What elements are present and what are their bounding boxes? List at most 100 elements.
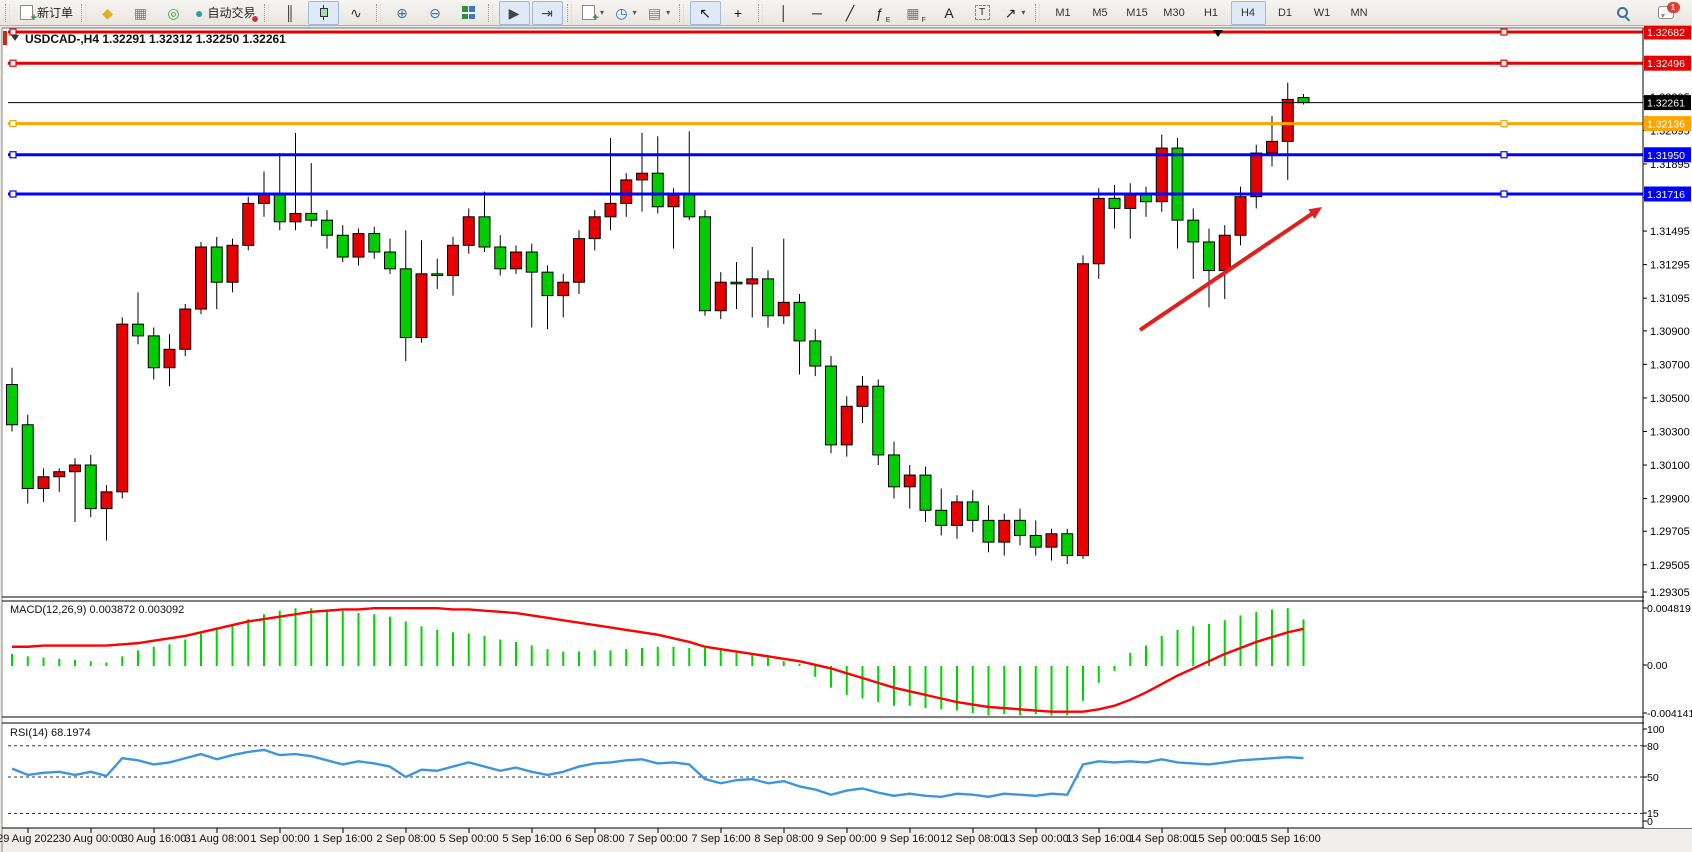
- timeframe-d1-button[interactable]: D1: [1277, 6, 1293, 19]
- rsi-label: RSI(14) 68.1974: [10, 727, 91, 739]
- line-handle[interactable]: [1500, 151, 1508, 159]
- auto-scroll-button[interactable]: ▶: [498, 0, 530, 25]
- candlestick-mode-button[interactable]: [307, 0, 339, 25]
- equidistant-channel-button[interactable]: ▦ F: [901, 1, 932, 25]
- quotes-button[interactable]: ◆: [92, 1, 123, 25]
- chart-snapshot-button[interactable]: ▦: [125, 1, 156, 25]
- crosshair-button[interactable]: +: [723, 1, 754, 25]
- arrow-objects-button[interactable]: ↗ ▾: [1000, 1, 1031, 25]
- text-label-button[interactable]: T: [967, 1, 998, 25]
- candle-body: [1124, 192, 1137, 209]
- signals-button[interactable]: ◎: [158, 1, 189, 25]
- candle-body: [1061, 533, 1074, 557]
- timeframe-mn-button[interactable]: MN: [1350, 6, 1368, 19]
- notifications-button[interactable]: 1: [1650, 1, 1681, 25]
- vertical-line-button[interactable]: │: [769, 1, 800, 25]
- price-tick-label: 1.29305: [1650, 587, 1690, 599]
- chat-bubble-icon: 1: [1657, 2, 1680, 19]
- horizontal-line-button[interactable]: ─: [802, 1, 833, 25]
- chevron-down-icon: ▾: [599, 8, 604, 17]
- candle-body: [163, 348, 176, 369]
- candle-body: [147, 335, 160, 369]
- line-handle[interactable]: [1500, 119, 1508, 128]
- line-handle[interactable]: [9, 190, 17, 198]
- time-tick-label: 1 Sep 16:00: [313, 833, 372, 845]
- timeframe-w1-button[interactable]: W1: [1313, 6, 1331, 19]
- periods-button[interactable]: ◷ ▾: [611, 1, 642, 25]
- candle-body: [777, 301, 790, 317]
- autotrade-button[interactable]: ● 自动交易: [191, 1, 259, 25]
- price-chart[interactable]: 1.322951.320951.318951.316951.314951.312…: [0, 26, 1692, 852]
- tile-windows-button[interactable]: [453, 1, 484, 25]
- line-handle[interactable]: [9, 28, 17, 36]
- price-tick-label: 1.29900: [1650, 494, 1690, 506]
- time-tick-label: 9 Sep 00:00: [817, 833, 876, 845]
- line-handle[interactable]: [9, 59, 17, 67]
- new-chart-button[interactable]: ▾: [578, 1, 609, 25]
- chart-window[interactable]: 1.322951.320951.318951.316951.314951.312…: [0, 26, 1692, 852]
- trend-arrow-annotation[interactable]: [1138, 207, 1322, 332]
- time-tick-label: 13 Sep 00:00: [1003, 833, 1068, 845]
- toolbar: 新订单 ◆ ▦ ◎●自动交易 ║ ∿ ⊕⊖ ▶⇥ ▾ ◷▾▤▾ ↖ + │ ─╱ƒE▦FAT↗▾ M1 M5 M…: [0, 0, 1692, 26]
- vertical-line-icon: │: [779, 4, 789, 21]
- symbol-dropdown-icon[interactable]: [11, 35, 19, 41]
- line-chart-mode-button[interactable]: ∿: [341, 1, 372, 25]
- line-handle[interactable]: [1500, 28, 1508, 36]
- time-tick-label: 1 Sep 00:00: [250, 833, 309, 845]
- line-handle[interactable]: [9, 151, 17, 159]
- zoom-in-button[interactable]: ⊕: [387, 1, 418, 25]
- bar-chart-mode-button[interactable]: ║: [275, 1, 306, 25]
- candle-body: [951, 501, 963, 526]
- time-tick-label: 30 Aug 00:00: [59, 833, 124, 845]
- icon-sub-letter: F: [921, 16, 926, 24]
- crosshair-icon: +: [733, 4, 743, 21]
- candle-body: [683, 194, 696, 218]
- line-handle[interactable]: [1500, 190, 1508, 198]
- candle-body: [69, 464, 81, 473]
- candle-body: [1045, 533, 1058, 548]
- timeframe-m30-button[interactable]: M30: [1163, 6, 1185, 19]
- trendline-button[interactable]: ╱: [835, 1, 866, 25]
- candle-body: [305, 212, 318, 221]
- candle-body: [1155, 147, 1168, 203]
- text-button[interactable]: A: [934, 1, 965, 25]
- new-order-button[interactable]: 新订单: [16, 1, 77, 25]
- candle-body: [541, 271, 554, 297]
- line-handle[interactable]: [9, 119, 17, 128]
- price-tick-label: 1.30100: [1650, 460, 1690, 472]
- toolbar-group-grip: [678, 3, 684, 22]
- timeframe-m1-button[interactable]: M1: [1055, 6, 1071, 19]
- chart-symbol-icon: [3, 31, 7, 45]
- timeframe-m15-button[interactable]: M15: [1126, 6, 1148, 19]
- templates-button[interactable]: ▤ ▾: [644, 1, 675, 25]
- candle-body: [872, 385, 885, 456]
- price-badge-label: 1.31716: [1647, 189, 1685, 201]
- candle-body: [746, 278, 759, 285]
- candle-body: [919, 474, 932, 511]
- chart-shift-button[interactable]: ⇥: [531, 0, 563, 25]
- candle-body: [431, 273, 444, 277]
- candle-body: [6, 384, 18, 426]
- cursor-button[interactable]: ↖: [689, 0, 721, 25]
- candle-body: [336, 234, 349, 258]
- timeframe-h4-button[interactable]: H4: [1230, 0, 1266, 25]
- time-tick-label: 30 Aug 16:00: [122, 833, 187, 845]
- candle-body: [699, 216, 711, 312]
- toolbar-group-grip: [1034, 3, 1040, 22]
- candle-body: [368, 233, 381, 253]
- toolbar-group-grip: [757, 3, 763, 22]
- candle-body: [1203, 241, 1215, 271]
- candle-body: [53, 471, 66, 478]
- search-button[interactable]: [1607, 1, 1638, 25]
- line-handle[interactable]: [1500, 59, 1508, 67]
- price-badge: [1644, 55, 1691, 71]
- price-badge: [1644, 147, 1691, 163]
- candle-body: [100, 491, 113, 510]
- zoom-out-button[interactable]: ⊖: [420, 1, 451, 25]
- timeframe-h1-button[interactable]: H1: [1203, 6, 1219, 19]
- candle-body: [179, 308, 192, 350]
- timeframe-m5-button[interactable]: M5: [1092, 6, 1108, 19]
- chart-window-icon: ▦: [133, 4, 148, 21]
